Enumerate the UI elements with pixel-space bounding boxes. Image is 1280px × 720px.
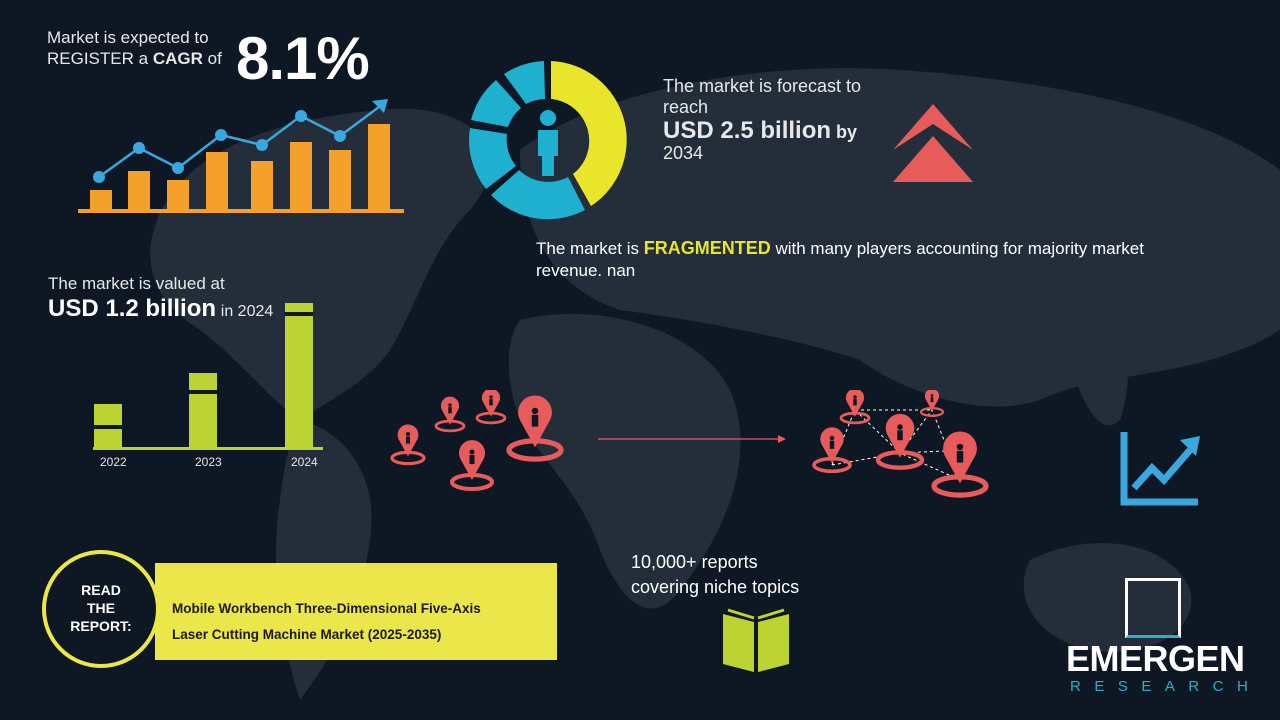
forecast-year: 2034 <box>663 143 704 163</box>
trend-arrow-icon <box>1120 432 1200 506</box>
orange-bar <box>128 171 150 210</box>
forecast-value: USD 2.5 billion <box>663 117 832 144</box>
map-pin-icon <box>390 390 561 491</box>
read-report-badge[interactable]: READ THE REPORT: <box>42 550 160 668</box>
orange-bar <box>90 190 112 210</box>
trend-bar-chart-icon <box>78 99 404 213</box>
tick-2022: 2022 <box>100 455 127 469</box>
orange-baseline <box>78 209 404 213</box>
value-bar-chart <box>93 303 323 450</box>
orange-bar <box>368 124 390 210</box>
report-label: REPORT: <box>70 618 132 634</box>
forecast-line1: The market is forecast to <box>663 76 862 96</box>
cagr-line2-prefix: REGISTER a <box>47 49 149 68</box>
bar-2023 <box>189 373 217 448</box>
valued-suffix: in 2024 <box>220 303 274 320</box>
tick-2023: 2023 <box>195 455 222 469</box>
donut-person-icon <box>469 61 627 220</box>
reports-line1: 10,000+ reports <box>631 552 758 572</box>
cagr-bold: CAGR <box>152 49 203 68</box>
fragmented-highlight: FRAGMENTED <box>643 238 771 258</box>
map-pins-graphic <box>390 390 1020 500</box>
person-icon <box>538 130 558 176</box>
forecast-by: by <box>836 122 858 142</box>
cagr-line1: Market is expected to <box>47 28 209 47</box>
fragmented-text: The market is FRAGMENTED with many playe… <box>536 237 1236 282</box>
fragmented-suffix: with many players accounting for majorit… <box>775 239 1144 258</box>
cagr-text: Market is expected to REGISTER a CAGR of <box>47 27 222 69</box>
read-label: READ <box>81 582 121 598</box>
orange-bar <box>290 142 312 210</box>
the-label: THE <box>87 600 115 616</box>
arrow-head <box>372 99 388 113</box>
double-chevron-up-icon <box>893 104 973 182</box>
fragmented-prefix: The market is <box>536 239 639 258</box>
map-pin-icon <box>812 390 986 495</box>
valued-value: USD 1.2 billion <box>48 295 217 322</box>
report-title-line2[interactable]: Laser Cutting Machine Market (2025-2035) <box>172 627 442 642</box>
reports-text: 10,000+ reports covering niche topics <box>631 550 799 600</box>
valued-text: The market is valued at USD 1.2 billion … <box>48 274 273 323</box>
fragmented-line2: revenue. nan <box>536 261 636 280</box>
bar-baseline <box>93 447 323 450</box>
logo-sub: RESEARCH <box>1070 678 1262 695</box>
book-icon <box>723 608 789 672</box>
orange-bar <box>329 150 351 210</box>
orange-bar <box>206 152 228 210</box>
orange-bar <box>251 161 273 210</box>
logo-name: EMERGEN <box>1066 638 1245 679</box>
forecast-line2: reach <box>663 97 709 117</box>
report-title-line1[interactable]: Mobile Workbench Three-Dimensional Five-… <box>172 601 481 616</box>
bar-2024 <box>285 303 313 448</box>
cagr-suffix: of <box>207 49 222 68</box>
orange-bar <box>167 180 189 210</box>
forecast-text: The market is forecast to reach USD 2.5 … <box>663 76 861 164</box>
tick-2024: 2024 <box>291 455 318 469</box>
valued-line1: The market is valued at <box>48 274 225 293</box>
report-title-banner[interactable]: Mobile Workbench Three-Dimensional Five-… <box>155 563 557 660</box>
reports-line2: covering niche topics <box>631 577 800 597</box>
cagr-value: 8.1% <box>236 25 370 92</box>
donut-yellow-segment <box>551 61 627 206</box>
emergen-logo <box>1125 578 1181 638</box>
